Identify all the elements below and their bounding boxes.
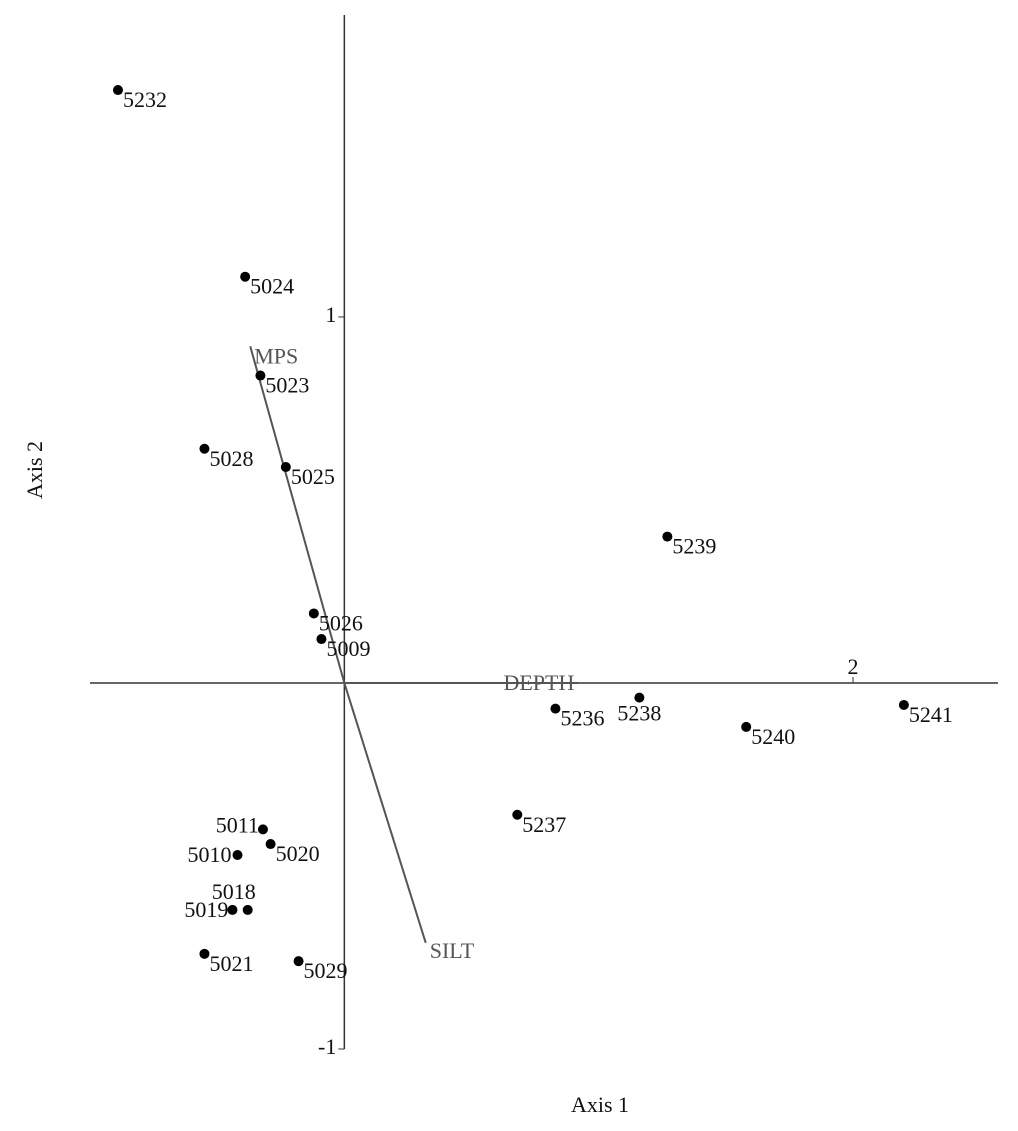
point bbox=[898, 699, 909, 710]
point bbox=[634, 692, 645, 703]
point bbox=[662, 531, 673, 542]
point bbox=[257, 824, 268, 835]
point bbox=[242, 904, 253, 915]
vector bbox=[249, 345, 346, 684]
y-tick-label: 1 bbox=[325, 302, 336, 327]
point-label: 5021 bbox=[209, 951, 253, 976]
point-label: 5020 bbox=[276, 841, 320, 866]
point bbox=[232, 850, 243, 861]
point bbox=[199, 443, 210, 454]
point bbox=[255, 370, 266, 381]
point-label: 5024 bbox=[250, 274, 294, 299]
y-axis-title: Axis 2 bbox=[22, 441, 47, 499]
point-label: 5023 bbox=[265, 373, 309, 398]
point bbox=[550, 703, 561, 714]
point bbox=[265, 839, 276, 850]
point-label: 5026 bbox=[319, 610, 363, 635]
point-label: 5010 bbox=[188, 842, 232, 867]
point-label: 5018 bbox=[212, 879, 256, 904]
point bbox=[240, 271, 251, 282]
vector-label: SILT bbox=[430, 938, 475, 963]
point-label: 5232 bbox=[123, 87, 167, 112]
point bbox=[512, 809, 523, 820]
point bbox=[227, 904, 238, 915]
point-label: 5236 bbox=[560, 706, 604, 731]
point-label: 5028 bbox=[209, 446, 253, 471]
point-label: 5237 bbox=[522, 812, 566, 837]
point bbox=[112, 85, 123, 96]
x-axis-title: Axis 1 bbox=[571, 1092, 629, 1117]
point-label: 5241 bbox=[909, 702, 953, 727]
point-label: 5011 bbox=[216, 812, 259, 837]
vector-label: DEPTH bbox=[503, 670, 574, 695]
point bbox=[308, 608, 319, 619]
x-tick-label: 2 bbox=[848, 654, 859, 679]
vector bbox=[343, 682, 427, 944]
vector-label: MPS bbox=[254, 343, 298, 368]
point-label: 5238 bbox=[617, 701, 661, 726]
point bbox=[741, 721, 752, 732]
point-label: 5019 bbox=[184, 897, 228, 922]
point bbox=[316, 634, 327, 645]
y-tick-label: -1 bbox=[318, 1034, 336, 1059]
point-label: 5240 bbox=[751, 724, 795, 749]
point-label: 5009 bbox=[326, 636, 370, 661]
point-label: 5239 bbox=[672, 534, 716, 559]
point-label: 5029 bbox=[304, 958, 348, 983]
point bbox=[199, 948, 210, 959]
point-label: 5025 bbox=[291, 464, 335, 489]
point bbox=[293, 956, 304, 967]
point bbox=[280, 462, 291, 473]
